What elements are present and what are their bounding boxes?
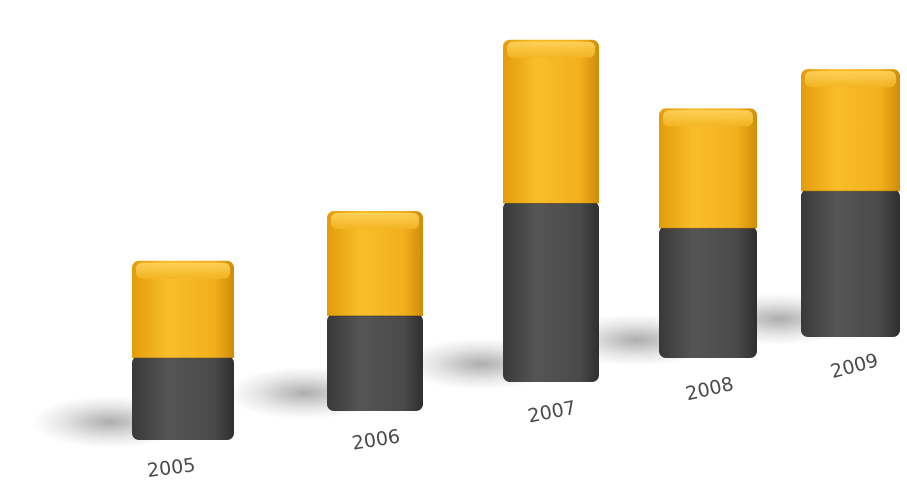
bar-segment-top-2008 [659,108,757,229]
bars-layer [132,39,900,440]
bar-segment-bottom-2005 [132,356,234,440]
bar-2009 [801,69,900,337]
bar-segment-top-edge-2007 [503,195,599,204]
bar-segment-top-edge-2009 [801,183,900,192]
bar-segment-top-edge-2006 [327,308,423,316]
year-label-2005: 2005 [146,454,197,481]
year-label-2008: 2008 [684,373,736,405]
year-label-2006: 2006 [350,425,401,454]
bar-segment-bottom-2008 [659,226,757,358]
bar-2006 [327,211,423,411]
bar-2008 [659,108,757,358]
bar-cap-2005 [136,262,230,279]
bar-segment-top-2009 [801,69,900,192]
bar-cap-2007 [507,41,595,58]
bar-cap-2006 [331,213,419,229]
year-label-2009: 2009 [828,349,880,383]
bar-segment-bottom-2006 [327,314,423,411]
bar-cap-2009 [805,71,896,88]
bar-segment-bottom-2009 [801,189,900,337]
bar-cap-2008 [663,110,753,127]
bar-segment-bottom-2007 [503,201,599,382]
bar-segment-top-edge-2005 [132,350,234,359]
bar-2007 [503,39,599,382]
bar-2005 [132,260,234,440]
bar-segment-top-2007 [503,39,599,204]
bar-segment-top-2006 [327,211,423,316]
bar-segment-top-edge-2008 [659,220,757,229]
year-label-2007: 2007 [526,397,578,428]
bar-segment-top-2005 [132,260,234,359]
